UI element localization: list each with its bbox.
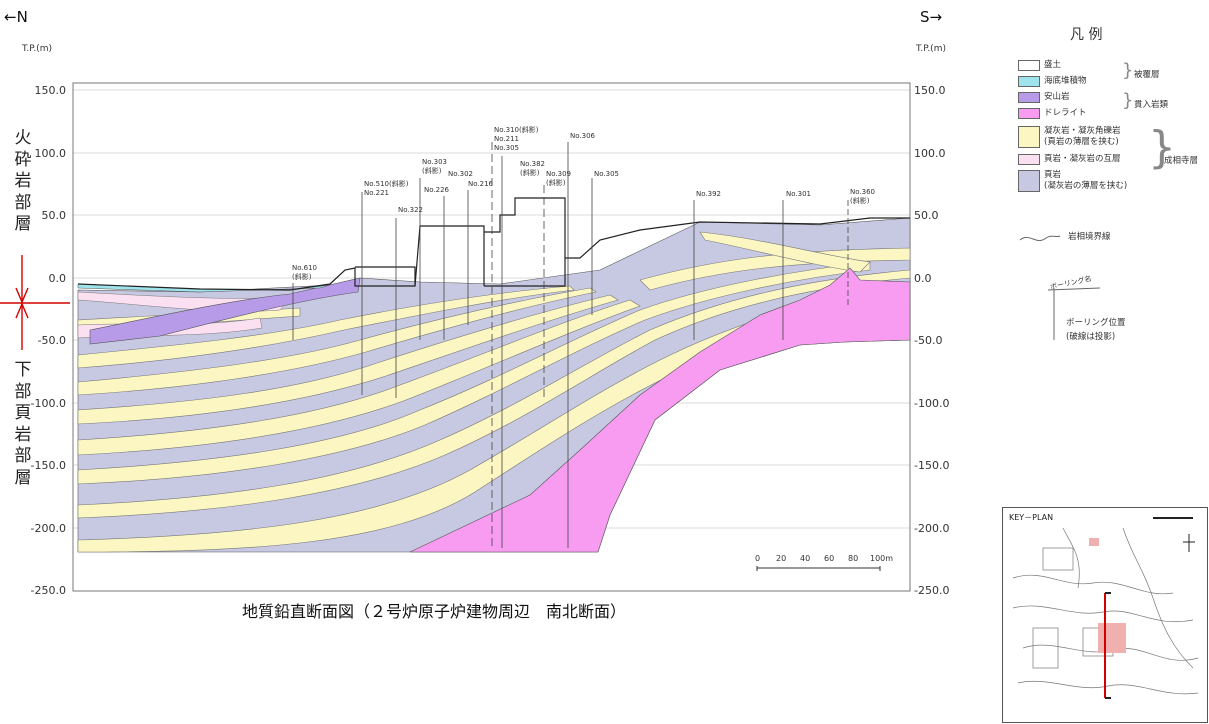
- legend-brace: }: [1148, 122, 1176, 173]
- ground-surface: [77, 197, 910, 291]
- legend-boring-label: ボーリング位置 (破線は投影): [1066, 318, 1126, 342]
- key-plan-title: KEY－PLAN: [1009, 513, 1054, 522]
- scale-bar: [756, 566, 881, 571]
- right-tick: -100.0: [914, 397, 950, 410]
- upper-formation-label: 火 砕 岩 部 層: [12, 128, 34, 236]
- legend-label: 頁岩 (凝灰岩の薄層を挟む): [1044, 170, 1128, 191]
- label-char: 下: [14, 360, 32, 380]
- legend-label: 海底堆積物: [1044, 76, 1087, 86]
- left-tick: 50.0: [41, 209, 67, 222]
- legend-swatch-andesite: [1018, 92, 1040, 103]
- right-tick: -150.0: [914, 459, 950, 472]
- formation-boundary-marker: [0, 255, 70, 350]
- right-axis-unit: T.P.(m): [916, 44, 946, 54]
- left-tick: 150.0: [34, 84, 67, 97]
- legend-label: 安山岩: [1044, 92, 1070, 102]
- boring-label-303: No.303 (斜影): [422, 158, 447, 175]
- legend-marks: [1019, 235, 1101, 340]
- label-char: 頁: [14, 403, 32, 423]
- label-char: 部: [14, 446, 32, 466]
- boring-label-309: No.309 (斜影): [546, 170, 571, 187]
- boring-label-392: No.392: [696, 190, 721, 198]
- label-char: 部: [14, 192, 32, 213]
- left-tick: -50.0: [37, 334, 66, 347]
- boring-label-302: No.302: [448, 170, 473, 178]
- boring-lines: [292, 142, 849, 548]
- label-char: 層: [14, 214, 32, 234]
- boring-label-306: No.306: [570, 132, 595, 140]
- south-direction: S→: [920, 8, 943, 26]
- dolerite-body: [409, 267, 911, 553]
- boring-label-322: No.322: [398, 206, 423, 214]
- boring-label-301: No.301: [786, 190, 811, 198]
- left-tick: 100.0: [34, 147, 67, 160]
- scale-label: 40: [800, 554, 811, 563]
- andesite-body: [89, 277, 361, 345]
- legend-group-label: 貫入岩類: [1134, 100, 1169, 110]
- legend-brace: }: [1122, 90, 1134, 111]
- boring-label-360: No.360 (斜影): [850, 188, 875, 205]
- boring-label-610: No.610 (斜影): [292, 264, 317, 281]
- label-char: 部: [14, 381, 32, 402]
- boring-label-216: No.216: [468, 180, 493, 188]
- figure-title: 地質鉛直断面図（２号炉原子炉建物周辺 南北断面）: [242, 602, 627, 621]
- label-char: 岩: [14, 171, 32, 191]
- legend-boundary-label: 岩相境界線: [1068, 232, 1111, 242]
- boring-label-382: No.382 (斜影): [520, 160, 545, 177]
- right-tick: -200.0: [914, 522, 950, 535]
- left-tick: 0.0: [48, 272, 67, 285]
- label-char: 層: [14, 467, 32, 488]
- boring-label-305: No.305: [594, 170, 619, 178]
- legend-title: 凡 例: [1070, 27, 1103, 43]
- legend-swatch-tuff: [1018, 126, 1040, 148]
- boring-label-226: No.226: [424, 186, 449, 194]
- right-tick: -250.0: [914, 584, 950, 597]
- label-char: 岩: [14, 424, 32, 445]
- right-tick: 100.0: [914, 147, 946, 160]
- right-tick: 50.0: [914, 209, 939, 222]
- legend-label: 盛土: [1044, 60, 1062, 70]
- left-tick: -100.0: [30, 397, 66, 410]
- key-plan: KEY－PLAN: [1002, 507, 1208, 723]
- legend-label: 凝灰岩・凝灰角礫岩 (頁岩の薄層を挟む): [1044, 126, 1121, 147]
- scale-label: 100m: [870, 554, 894, 563]
- left-axis-unit: T.P.(m): [22, 44, 52, 54]
- key-plan-map: [1012, 517, 1199, 699]
- boring-label-510: No.510(斜影) No.221: [364, 180, 409, 197]
- scale-label: 60: [824, 554, 835, 563]
- legend-swatch-alternation: [1018, 154, 1040, 165]
- right-tick: -50.0: [914, 334, 943, 347]
- label-char: 砕: [14, 149, 32, 170]
- right-tick: 150.0: [914, 84, 946, 97]
- left-tick: -150.0: [30, 459, 66, 472]
- legend-swatch-shale: [1018, 170, 1040, 192]
- legend-swatch-dolerite: [1018, 108, 1040, 119]
- legend-label: 頁岩・凝灰岩の互層: [1044, 154, 1121, 164]
- legend-swatch-sediment: [1018, 76, 1040, 87]
- scale-label: 20: [776, 554, 787, 563]
- legend-swatch-fill: [1018, 60, 1040, 71]
- legend-group-label: 被覆層: [1134, 70, 1160, 80]
- scale-label: 80: [848, 554, 859, 563]
- lower-formation-label: 下 部 頁 岩 部 層: [12, 360, 34, 489]
- left-tick: -200.0: [30, 522, 66, 535]
- right-tick: 0.0: [914, 272, 932, 285]
- legend-label: ドレライト: [1044, 108, 1087, 118]
- scale-label: 0: [755, 554, 761, 563]
- left-tick: -250.0: [30, 584, 66, 597]
- boring-label-310: No.310(斜影) No.211 No.305: [494, 126, 539, 152]
- label-char: 火: [14, 128, 32, 148]
- legend-group-label: 成相寺層: [1164, 156, 1199, 166]
- north-direction: ←N: [4, 8, 28, 26]
- legend-brace: }: [1122, 60, 1134, 81]
